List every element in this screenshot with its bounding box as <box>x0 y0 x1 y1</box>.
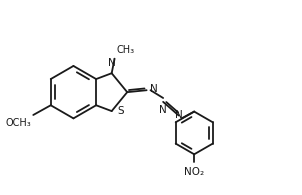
Text: N: N <box>159 105 167 115</box>
Text: N: N <box>149 84 157 94</box>
Text: S: S <box>117 106 124 116</box>
Text: N: N <box>175 110 182 121</box>
Text: CH₃: CH₃ <box>117 45 135 55</box>
Text: N: N <box>108 58 116 68</box>
Text: OCH₃: OCH₃ <box>5 118 31 128</box>
Text: NO₂: NO₂ <box>184 167 204 177</box>
